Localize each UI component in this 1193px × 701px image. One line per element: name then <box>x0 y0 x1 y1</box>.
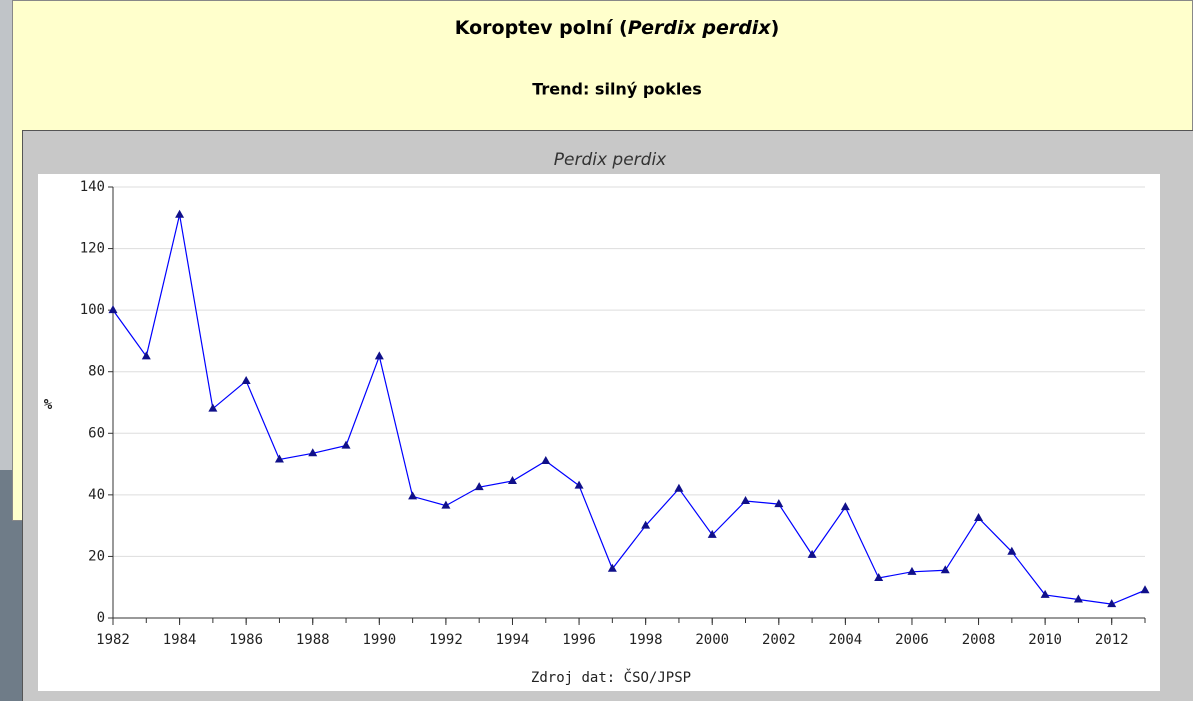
data-point <box>374 351 384 360</box>
x-tick-label: 2006 <box>895 632 929 648</box>
data-point <box>274 454 284 463</box>
data-line <box>112 214 1146 605</box>
data-point <box>541 455 551 464</box>
y-axis-label: % <box>44 397 53 413</box>
plot-background <box>38 174 1160 691</box>
source-note: Zdroj dat: ČSO/JPSP <box>531 668 691 686</box>
data-point <box>807 549 817 558</box>
y-tick-label: 140 <box>80 179 105 195</box>
data-point <box>141 351 151 360</box>
data-point <box>208 403 218 412</box>
data-point <box>840 502 850 511</box>
y-tick-label: 20 <box>88 548 105 564</box>
x-tick-label: 1982 <box>96 632 130 648</box>
data-point <box>408 491 418 500</box>
page-title: Koroptev polní (Perdix perdix) <box>455 17 780 39</box>
data-point <box>641 520 651 529</box>
data-point <box>507 476 517 485</box>
y-tick-label: 40 <box>88 487 105 503</box>
data-point <box>341 440 351 449</box>
data-point <box>1040 589 1050 598</box>
page-subtitle: Trend: silný pokles <box>532 80 702 99</box>
x-tick-label: 1988 <box>296 632 330 648</box>
data-point <box>874 572 884 581</box>
data-point <box>474 482 484 491</box>
chart-title: Perdix perdix <box>554 150 667 170</box>
data-point <box>907 566 917 575</box>
data-point <box>707 529 717 538</box>
data-point <box>940 565 950 574</box>
data-point <box>1107 599 1117 608</box>
data-point <box>1073 594 1083 603</box>
x-tick-label: 1992 <box>429 632 463 648</box>
title-species: Perdix perdix <box>628 17 772 39</box>
data-point <box>1007 546 1017 555</box>
x-tick-label: 2008 <box>962 632 996 648</box>
x-tick-label: 2012 <box>1095 632 1129 648</box>
data-point <box>974 512 984 521</box>
x-tick-label: 2010 <box>1028 632 1062 648</box>
x-tick-label: 1998 <box>629 632 663 648</box>
y-tick-label: 100 <box>80 302 105 318</box>
x-tick-label: 2002 <box>762 632 796 648</box>
y-tick-label: 60 <box>88 425 105 441</box>
title-text: ) <box>771 17 780 39</box>
y-tick-label: 0 <box>97 610 105 626</box>
data-point <box>741 496 751 505</box>
data-point <box>241 375 251 384</box>
data-point <box>1140 585 1150 594</box>
x-tick-label: 1984 <box>163 632 197 648</box>
data-point <box>607 563 617 572</box>
y-tick-label: 80 <box>88 364 105 380</box>
x-tick-label: 1994 <box>496 632 530 648</box>
x-tick-label: 1986 <box>229 632 263 648</box>
data-point <box>674 483 684 492</box>
data-point <box>774 499 784 508</box>
data-point <box>574 480 584 489</box>
title-text: Koroptev polní ( <box>455 17 628 39</box>
x-tick-label: 1990 <box>362 632 396 648</box>
x-tick-label: 2000 <box>695 632 729 648</box>
data-point <box>308 448 318 457</box>
x-tick-label: 1996 <box>562 632 596 648</box>
background-image <box>0 470 22 701</box>
x-tick-label: 2004 <box>829 632 863 648</box>
data-point <box>108 305 118 314</box>
data-point <box>441 500 451 509</box>
data-point <box>175 209 185 218</box>
y-tick-label: 120 <box>80 241 105 257</box>
